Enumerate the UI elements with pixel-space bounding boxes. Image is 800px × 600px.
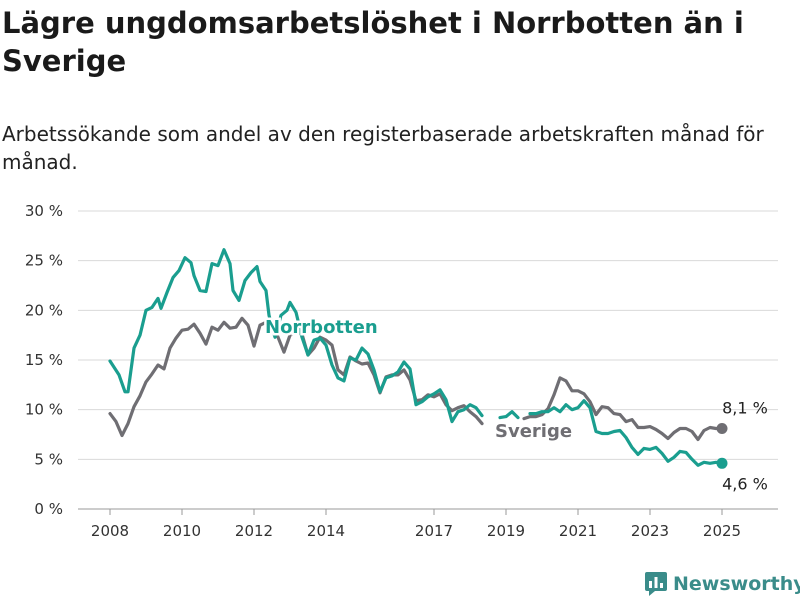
chart-subtitle: Arbetssökande som andel av den registerb…: [2, 122, 764, 174]
series-label-norrbotten: Norrbotten: [265, 317, 378, 338]
brand-name: Newsworthy: [673, 573, 800, 595]
end-label-sverige: 8,1 %: [722, 399, 768, 418]
end-point-norrbotten: [716, 457, 728, 469]
end-label-norrbotten: 4,6 %: [722, 474, 768, 493]
bar-chart-icon: [645, 572, 667, 596]
x-tick-label: 2021: [559, 522, 597, 540]
end-point-sverige: [716, 423, 728, 435]
y-tick-label: 10 %: [25, 401, 63, 419]
y-tick-label: 20 %: [25, 301, 63, 319]
x-tick-label: 2025: [703, 522, 741, 540]
x-tick-label: 2019: [487, 522, 525, 540]
y-tick-label: 30 %: [25, 202, 63, 220]
y-tick-label: 5 %: [34, 450, 63, 468]
x-tick-label: 2008: [91, 522, 129, 540]
x-tick-label: 2012: [235, 522, 273, 540]
series-label-sverige: Sverige: [495, 421, 572, 442]
x-tick-label: 2023: [631, 522, 669, 540]
x-tick-label: 2014: [307, 522, 345, 540]
x-tick-label: 2017: [415, 522, 453, 540]
x-tick-label: 2010: [163, 522, 201, 540]
newsworthy-logo: Newsworthy: [645, 570, 800, 598]
series-line-sverige: [108, 316, 724, 442]
line-chart: 0 % 5 % 10 % 15 % 20 % 25 % 30 % 2008 2010 2012 20…: [25, 202, 778, 540]
y-tick-label: 25 %: [25, 252, 63, 270]
y-tick-label: 0 %: [34, 500, 63, 518]
series-line-norrbotten: [108, 248, 724, 467]
chart-title: Lägre ungdomsarbetslöshet i Norrbotten ä…: [2, 6, 744, 78]
y-tick-label: 15 %: [25, 351, 63, 369]
